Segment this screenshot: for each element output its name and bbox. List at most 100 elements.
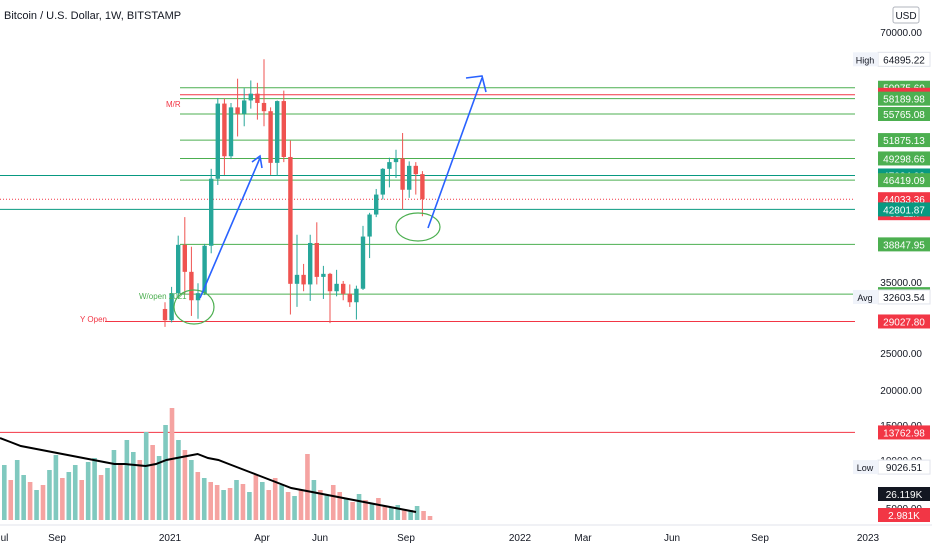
annotations: M/R W/open 2021 Y Open — [80, 75, 487, 325]
price-axis: 70000.0035000.0025000.0020000.0015000.00… — [853, 6, 931, 522]
price-level-lines — [0, 87, 855, 433]
volume-bar — [234, 480, 239, 520]
candle-body[interactable] — [327, 273, 333, 292]
price-label: 46419.09 — [883, 176, 925, 187]
candle-body[interactable] — [189, 271, 194, 301]
price-label-tag: High — [856, 55, 875, 65]
candle-body[interactable] — [255, 93, 260, 103]
time-axis: Jul Sep 2021 Apr Jun Sep 2022 Mar Jun Sep 2023 — [0, 524, 932, 544]
volume-bar — [208, 482, 213, 520]
candle-body[interactable] — [209, 178, 214, 246]
volume-bar — [266, 490, 272, 520]
volume-bar — [143, 432, 149, 520]
candle-body[interactable] — [393, 158, 399, 163]
volume-bar — [189, 460, 194, 520]
volume-bar — [272, 478, 278, 520]
price-label-tag-box — [853, 52, 878, 67]
price-label: 55765.08 — [883, 110, 925, 121]
volume-bar — [47, 470, 52, 520]
candle-body[interactable] — [195, 293, 201, 301]
price-tick-label: 20000.00 — [880, 386, 922, 397]
trend-arrow — [427, 77, 483, 229]
candle-body[interactable] — [215, 103, 220, 179]
candle-body[interactable] — [235, 107, 240, 114]
price-label: 58189.98 — [883, 95, 925, 106]
price-label-box — [878, 237, 930, 252]
candle-body[interactable] — [400, 158, 405, 190]
volume-bar — [98, 475, 104, 520]
volume-label-box — [878, 487, 930, 501]
highlight-circle — [173, 289, 215, 325]
volume-bar — [34, 490, 39, 520]
volume-bar — [311, 480, 317, 520]
candle-body[interactable] — [268, 111, 273, 163]
time-tick-label: 2021 — [159, 533, 182, 544]
volume-bar — [169, 408, 175, 520]
candle-body[interactable] — [407, 165, 412, 190]
volume-bar — [318, 490, 323, 520]
candle-body[interactable] — [314, 242, 319, 277]
price-label: 49298.66 — [883, 154, 925, 165]
candle-body[interactable] — [367, 214, 372, 237]
candle-body[interactable] — [228, 107, 234, 157]
volume-bar — [124, 440, 130, 520]
candle-body[interactable] — [176, 244, 181, 294]
volume-ma-line — [0, 437, 417, 513]
candle-body[interactable] — [420, 174, 425, 200]
price-label: 38847.95 — [883, 240, 925, 251]
highlight-circle — [395, 212, 441, 242]
candle-body[interactable] — [294, 274, 300, 284]
candle-body[interactable] — [261, 102, 267, 112]
candle-body[interactable] — [354, 288, 359, 303]
candle-body[interactable] — [387, 162, 392, 169]
price-label-box — [878, 173, 930, 188]
price-label: 64895.22 — [883, 55, 925, 66]
candle-body[interactable] — [334, 283, 339, 292]
volume-bar — [343, 498, 349, 520]
candle-body[interactable] — [182, 244, 187, 272]
candle-body[interactable] — [162, 308, 168, 321]
price-label-box — [878, 151, 930, 166]
time-tick-label: 2022 — [509, 533, 532, 544]
volume-bar — [389, 508, 394, 520]
currency-button[interactable] — [892, 6, 920, 24]
volume-bar — [137, 460, 143, 520]
time-tick-label: Sep — [48, 533, 66, 544]
candle-body[interactable] — [341, 283, 346, 294]
volume-bar — [382, 506, 388, 520]
candle-body[interactable] — [275, 101, 280, 163]
price-tick-label: 25000.00 — [880, 349, 922, 360]
candle-body[interactable] — [413, 165, 418, 175]
candle-body[interactable] — [380, 168, 385, 195]
candle-body[interactable] — [242, 100, 247, 114]
volume-bar — [227, 488, 233, 520]
volume-bar — [21, 475, 26, 520]
price-label-box — [878, 425, 930, 440]
candle-body[interactable] — [360, 236, 366, 289]
candle-body[interactable] — [301, 274, 306, 285]
price-label: 13762.98 — [883, 428, 925, 439]
volume-bar — [427, 516, 433, 520]
candle-body[interactable] — [374, 194, 379, 215]
candles — [162, 59, 425, 327]
volume-bar — [408, 510, 413, 520]
volume-bar — [118, 464, 123, 520]
price-label-tag: Avg — [857, 293, 872, 303]
w-open-label: W/open 2021 — [139, 292, 187, 301]
volume-bar — [298, 490, 304, 520]
candle-body[interactable] — [308, 242, 313, 285]
volume-bar — [395, 505, 401, 520]
volume-bar — [8, 480, 14, 520]
candle-body[interactable] — [288, 156, 293, 284]
volume-bar — [305, 454, 310, 520]
candle-body[interactable] — [169, 293, 174, 321]
candle-body[interactable] — [222, 103, 227, 157]
volume-bar — [131, 452, 136, 520]
candle-body[interactable] — [281, 101, 286, 157]
candle-body[interactable] — [347, 293, 352, 303]
candle-body[interactable] — [248, 93, 253, 101]
trend-arrow — [199, 157, 261, 299]
candle-body[interactable] — [202, 245, 207, 294]
candle-body[interactable] — [321, 273, 326, 277]
